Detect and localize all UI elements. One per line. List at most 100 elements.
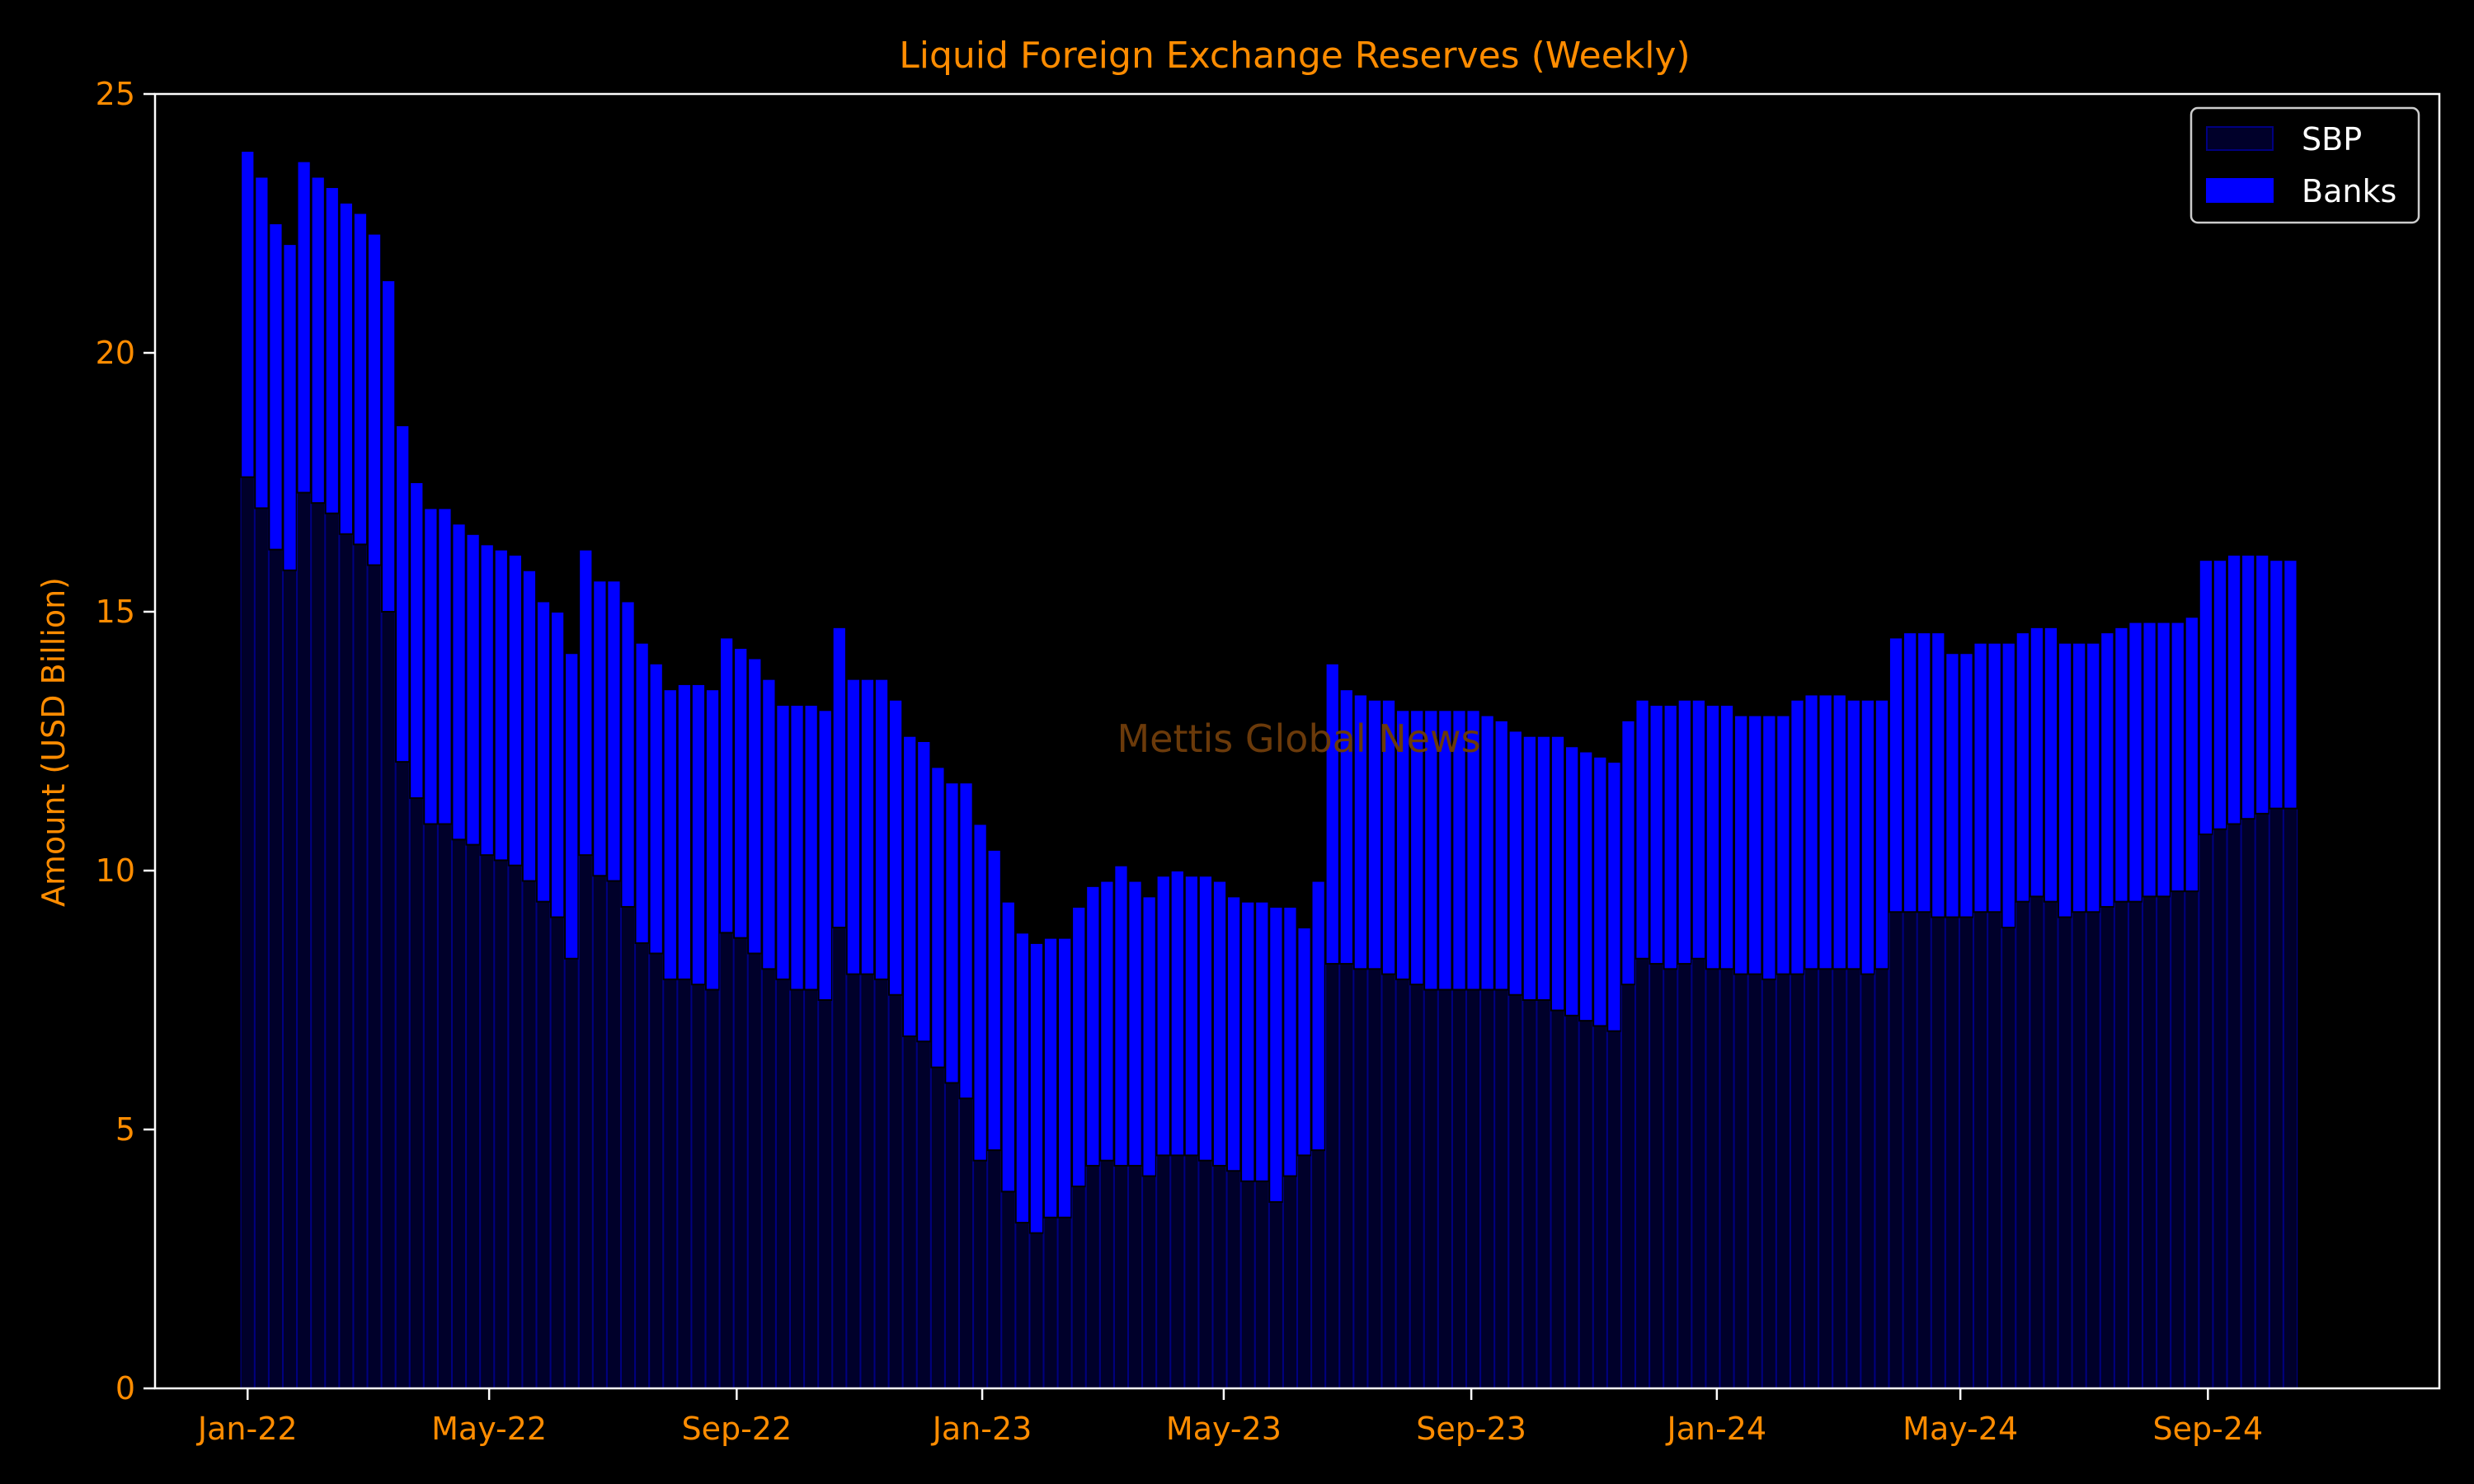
- bar-sbp: [1649, 963, 1664, 1389]
- bar-sbp: [1860, 973, 1875, 1389]
- bar-sbp: [2241, 818, 2255, 1389]
- x-tick-label: May-24: [1903, 1411, 2018, 1447]
- bar-sbp: [2001, 927, 2016, 1389]
- bar-banks: [1578, 750, 1594, 1022]
- bar-banks: [986, 848, 1002, 1152]
- bar-banks: [2184, 616, 2199, 893]
- bar-sbp: [1268, 1201, 1284, 1389]
- bar-banks: [1071, 905, 1087, 1188]
- bar-banks: [1522, 735, 1538, 1001]
- bar-banks: [493, 548, 509, 862]
- bar-banks: [1057, 937, 1073, 1219]
- bar-sbp: [1719, 968, 1734, 1389]
- bar-banks: [507, 553, 523, 866]
- bar-banks: [747, 657, 763, 955]
- bar-banks: [2001, 641, 2016, 929]
- bar-banks: [1705, 704, 1721, 970]
- bar-banks: [423, 507, 439, 825]
- bar-banks: [888, 698, 904, 996]
- bar-sbp: [1973, 911, 1988, 1389]
- bar-sbp: [479, 854, 495, 1389]
- bar-banks: [1931, 632, 1946, 918]
- bar-sbp: [2058, 916, 2072, 1389]
- bar-sbp: [2142, 895, 2157, 1389]
- bar-banks: [1183, 875, 1199, 1157]
- bar-sbp: [1099, 1160, 1115, 1389]
- bar-sbp: [296, 491, 312, 1389]
- bar-sbp: [1832, 968, 1847, 1389]
- bar-sbp: [1212, 1165, 1227, 1389]
- bar-sbp: [381, 611, 396, 1389]
- bar-banks: [1155, 875, 1171, 1157]
- bar-banks: [648, 662, 664, 955]
- bar-sbp: [1747, 973, 1762, 1389]
- bar-sbp: [972, 1160, 988, 1389]
- chart-title: Liquid Foreign Exchange Reserves (Weekly…: [899, 35, 1690, 77]
- bar-sbp: [620, 906, 636, 1389]
- bar-banks: [690, 683, 707, 986]
- bar-banks: [803, 704, 819, 991]
- x-tick-label: Sep-24: [2152, 1411, 2263, 1447]
- x-tick-label: Jan-22: [196, 1411, 298, 1447]
- bar-banks: [1945, 652, 1960, 918]
- bar-sbp: [1184, 1154, 1199, 1389]
- bar-banks: [1028, 942, 1045, 1234]
- bar-banks: [409, 481, 425, 800]
- bar-sbp: [1170, 1154, 1185, 1389]
- bar-sbp: [888, 994, 903, 1389]
- bar-sbp: [1395, 979, 1410, 1389]
- bar-sbp: [1917, 911, 1931, 1389]
- bar-banks: [1113, 864, 1129, 1167]
- bar-banks: [1493, 719, 1509, 991]
- bar-sbp: [268, 549, 284, 1389]
- bar-banks: [2226, 553, 2242, 825]
- bar-sbp: [494, 859, 509, 1389]
- bar-banks: [521, 569, 538, 882]
- bar-sbp: [1677, 963, 1692, 1389]
- bar-sbp: [1437, 989, 1453, 1389]
- bar-sbp: [1029, 1232, 1044, 1389]
- bar-sbp: [803, 989, 819, 1389]
- bar-sbp: [747, 952, 762, 1389]
- bar-banks: [2241, 553, 2256, 820]
- bar-sbp: [1451, 989, 1467, 1389]
- bar-banks: [240, 150, 256, 478]
- legend-label: Banks: [2302, 173, 2396, 209]
- bar-sbp: [1578, 1020, 1593, 1389]
- bar-banks: [1324, 662, 1340, 965]
- bar-sbp: [606, 880, 622, 1389]
- bar-sbp: [2227, 823, 2241, 1389]
- legend-label: SBP: [2302, 121, 2362, 157]
- y-tick-label: 20: [96, 335, 135, 371]
- bar-sbp: [1127, 1165, 1143, 1389]
- bar-sbp: [578, 854, 593, 1389]
- x-tick-label: Sep-23: [1416, 1411, 1526, 1447]
- bar-banks: [1917, 632, 1932, 913]
- bar-banks: [2198, 559, 2214, 836]
- bar-banks: [578, 548, 594, 857]
- bar-banks: [1790, 698, 1805, 975]
- bar-banks: [1085, 885, 1101, 1167]
- bar-sbp: [1959, 916, 1974, 1389]
- x-axis: Jan-22 May-22 Sep-22 Jan-23 May-23 Sep-23 Jan-…: [196, 1388, 2263, 1447]
- bar-banks: [1536, 735, 1552, 1001]
- bar-sbp: [2030, 895, 2044, 1389]
- bar-sbp: [648, 952, 664, 1389]
- bar-banks: [2269, 559, 2284, 810]
- bar-banks: [310, 176, 326, 505]
- bar-banks: [1832, 693, 1847, 970]
- bar-sbp: [1085, 1165, 1101, 1389]
- bar-sbp: [2283, 808, 2298, 1389]
- bar-banks: [944, 782, 960, 1084]
- bar-banks: [2086, 641, 2101, 913]
- bar-banks: [338, 201, 354, 535]
- x-tick-label: Sep-22: [681, 1411, 792, 1447]
- bar-banks: [1240, 900, 1256, 1182]
- bar-banks: [282, 243, 298, 571]
- bar-banks: [2015, 632, 2030, 903]
- bar-sbp: [353, 543, 368, 1389]
- plot-frame: [153, 92, 2441, 1390]
- bar-banks: [1296, 927, 1312, 1157]
- bar-sbp: [860, 973, 875, 1389]
- bar-banks: [564, 652, 580, 960]
